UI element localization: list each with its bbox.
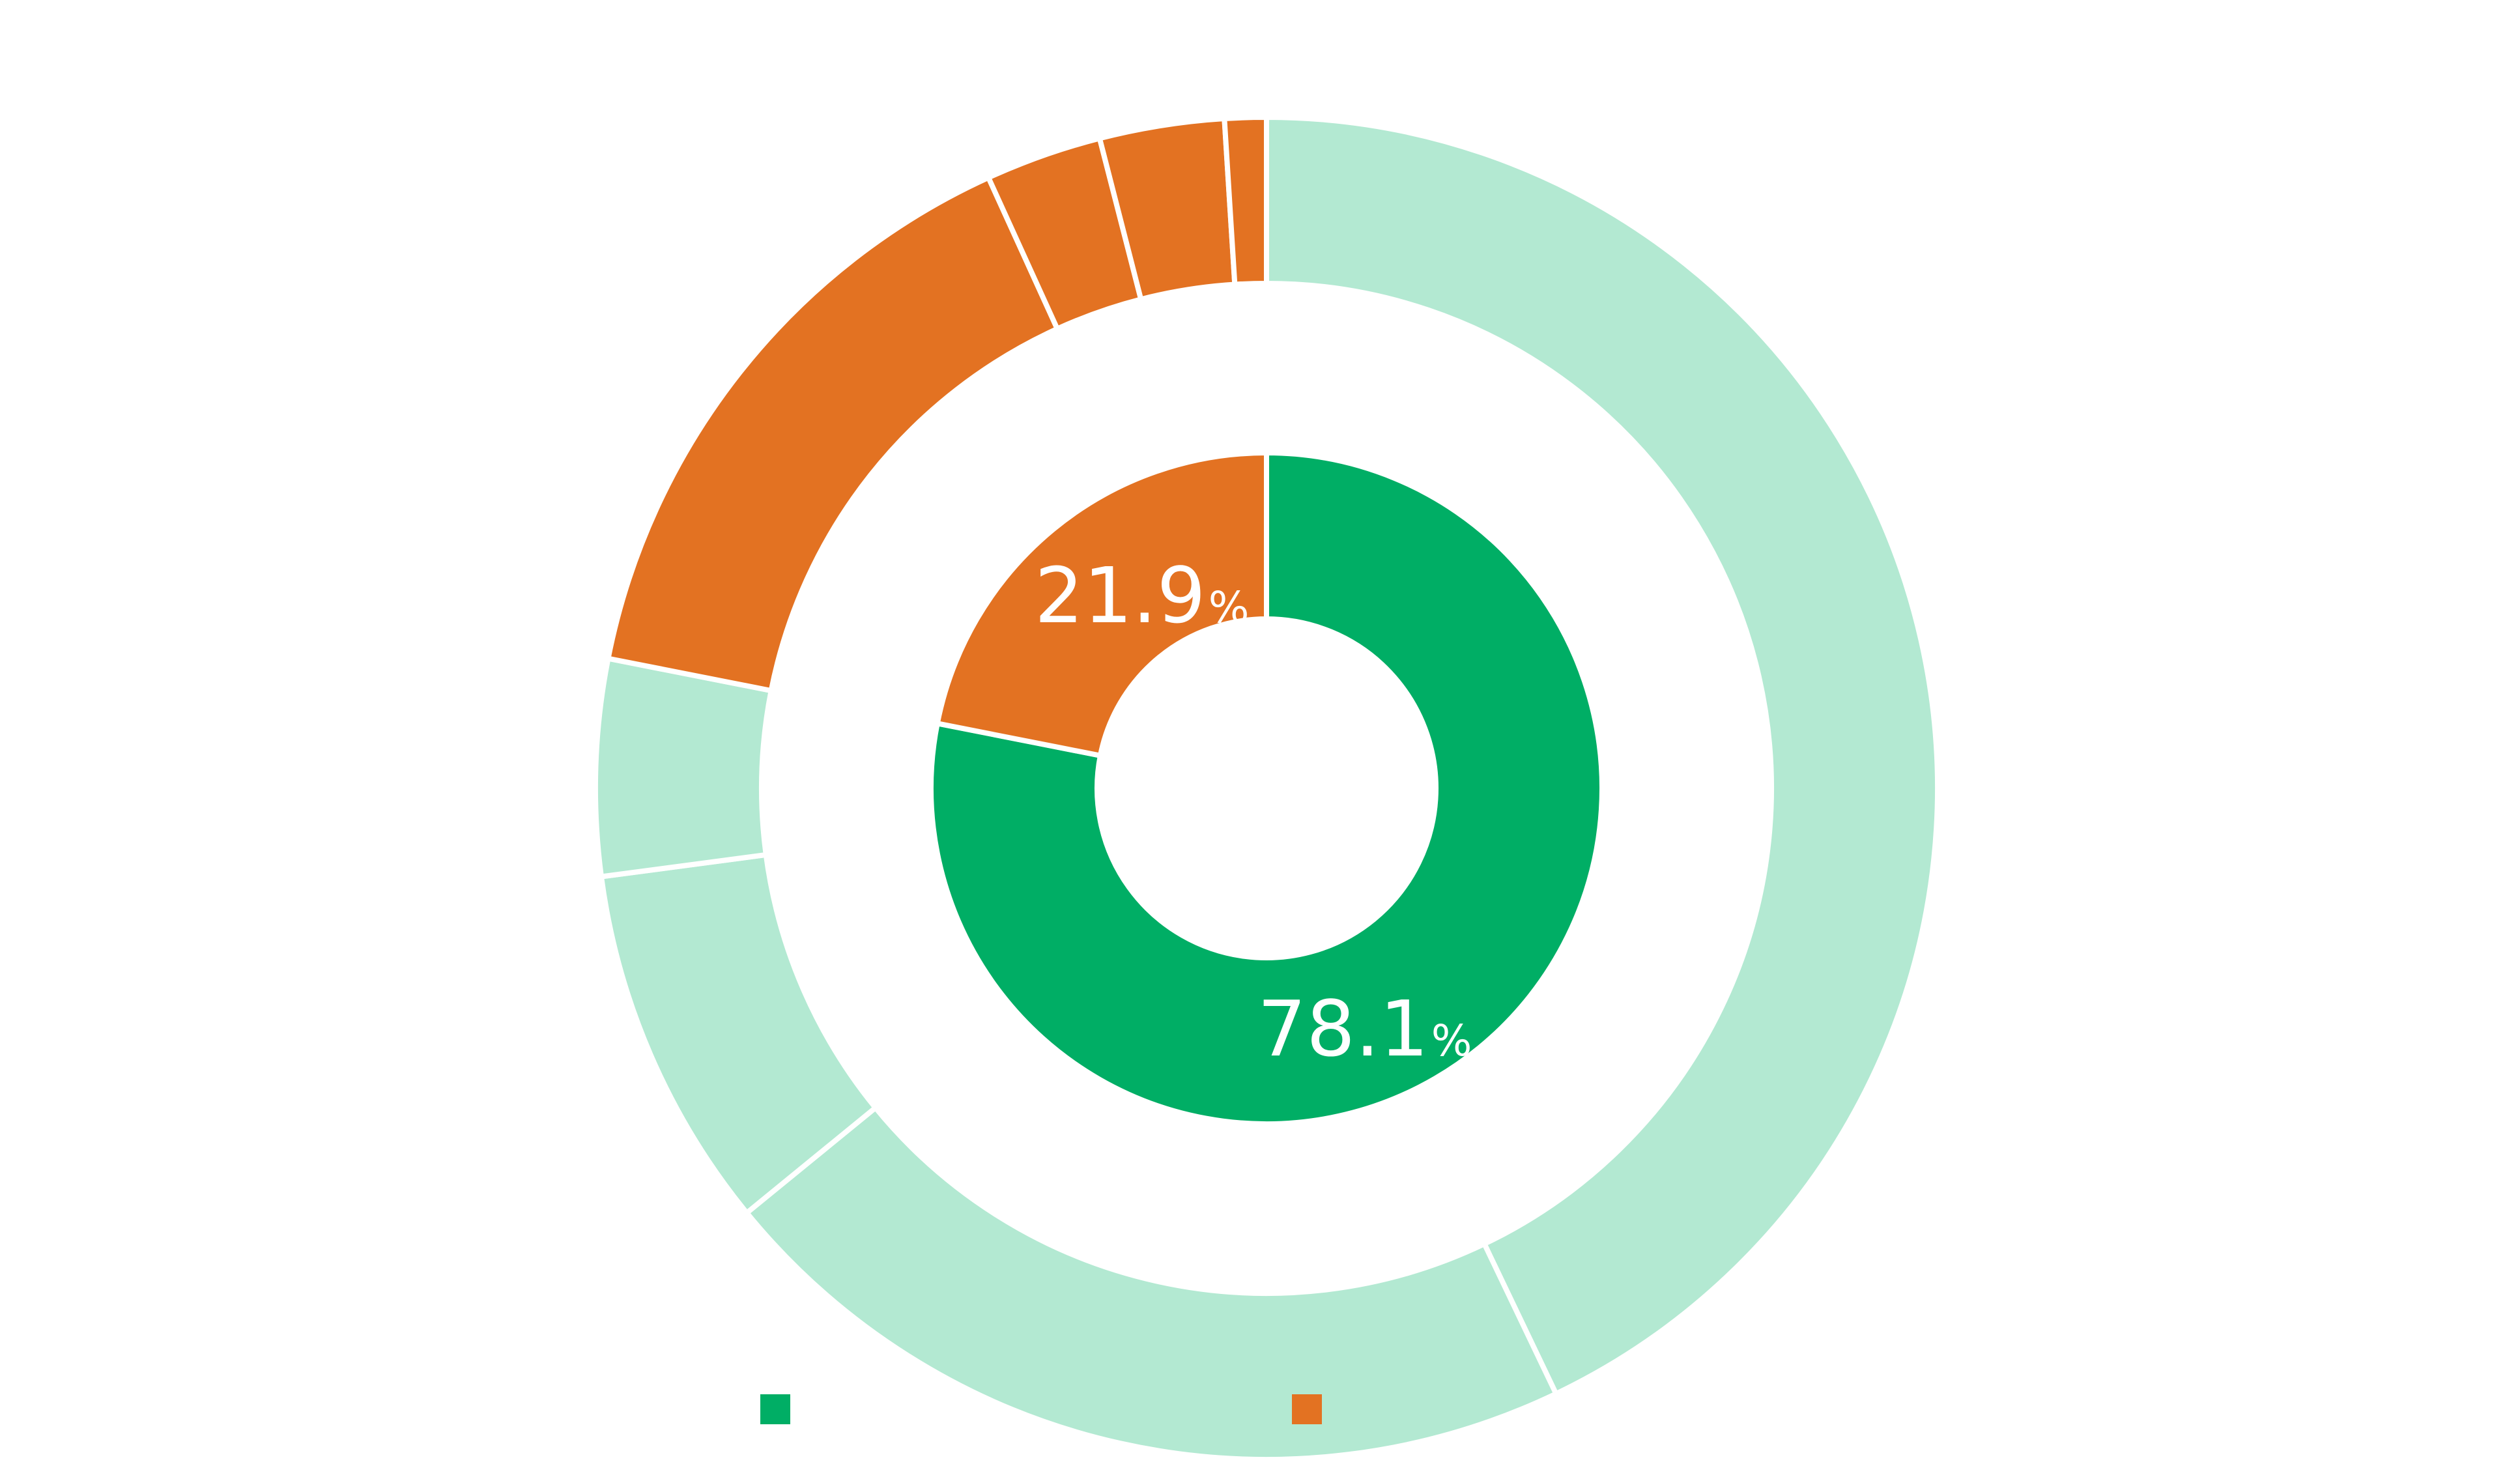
ring-separator — [840, 362, 1693, 1214]
legend-swatch-orange — [1292, 1394, 1322, 1424]
inner-slice-label-green: 78.1% — [1257, 990, 1472, 1067]
inner-slice-label-orange-unit: % — [1208, 582, 1250, 633]
inner-slice-label-green-value: 78.1 — [1257, 984, 1429, 1074]
inner-slice-label-green-unit: % — [1431, 1016, 1472, 1066]
outer-ring — [593, 114, 1940, 1462]
legend-item-green[interactable] — [760, 1393, 803, 1426]
legend-swatch-green — [760, 1394, 790, 1424]
chart-legend — [0, 1393, 2520, 1432]
inner-slice-label-orange: 21.9% — [1035, 557, 1249, 634]
outer-slice-3[interactable] — [593, 655, 775, 880]
inner-slice-label-orange-value: 21.9 — [1035, 551, 1206, 640]
inner-slice-0[interactable] — [928, 450, 1605, 1127]
legend-item-orange[interactable] — [1292, 1393, 1335, 1426]
inner-ring — [840, 362, 1693, 1214]
inner-slice-1[interactable] — [934, 450, 1269, 759]
outer-slice-1[interactable] — [743, 1104, 1560, 1462]
outer-slice-7[interactable] — [1222, 114, 1269, 287]
outer-slice-4[interactable] — [605, 174, 1061, 694]
outer-slice-0[interactable] — [1264, 114, 1940, 1398]
